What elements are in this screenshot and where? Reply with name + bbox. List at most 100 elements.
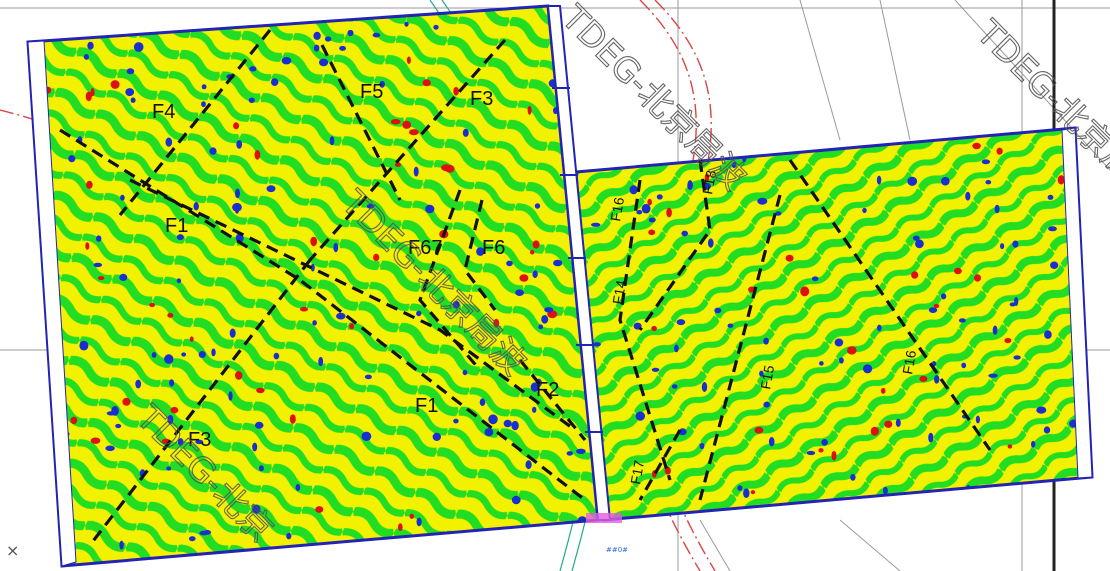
anomaly-dot (806, 450, 816, 456)
anomaly-dot (933, 303, 940, 309)
anomaly-dot (985, 180, 992, 185)
anomaly-dot (453, 86, 459, 96)
fault-label-F16b: F16 (899, 349, 919, 376)
anomaly-dot (701, 382, 708, 392)
anomaly-dot (433, 24, 439, 30)
anomaly-dot (211, 348, 216, 357)
anomaly-dot (90, 437, 101, 444)
anomaly-dot (863, 364, 873, 374)
anomaly-dot (201, 84, 207, 90)
fault-F3-top (308, 38, 507, 262)
anomaly-dot (636, 210, 643, 215)
anomaly-dot (1012, 240, 1019, 248)
anomaly-dot (189, 536, 196, 542)
anomaly-dot (425, 204, 435, 214)
fault-label-F1-lower: F1 (415, 395, 438, 417)
anomaly-dot (493, 318, 500, 328)
anomaly-dot (907, 176, 918, 186)
anomaly-dot (1043, 426, 1051, 434)
anomaly-dot (912, 235, 920, 241)
survey-panel-left (28, 6, 598, 566)
anomaly-dot (511, 495, 521, 505)
anomaly-dot (681, 230, 688, 237)
fault-F1-b (129, 178, 576, 432)
fault-label-F4: F4 (152, 101, 175, 123)
anomaly-dot (478, 551, 484, 559)
anomaly-dot (228, 391, 233, 401)
anomaly-dot (409, 513, 415, 519)
anomaly-dot (336, 312, 346, 320)
anomaly-dot (286, 532, 292, 540)
fault-F2 (518, 358, 587, 442)
anomaly-dot (166, 466, 172, 471)
anomaly-dot (530, 382, 540, 392)
anomaly-dot (111, 406, 119, 416)
anomaly-dot (759, 370, 764, 377)
anomaly-dot (676, 319, 686, 326)
anomaly-dot (119, 540, 124, 550)
anomaly-dot (737, 485, 743, 491)
anomaly-dot (743, 488, 750, 499)
anomaly-dot (656, 194, 663, 200)
anomaly-dot (635, 411, 645, 421)
anomaly-dot (273, 352, 280, 360)
anomaly-dot (934, 375, 940, 384)
fault-label-F17: F17 (627, 459, 647, 486)
anomaly-dot (83, 54, 89, 60)
anomaly-dot (422, 79, 431, 87)
anomaly-dot (877, 324, 882, 332)
anomaly-dot (199, 530, 208, 536)
fault-label-F15: F15 (757, 364, 777, 391)
anomaly-dot (525, 460, 532, 470)
anomaly-dot (576, 448, 586, 454)
anomaly-dot (818, 139, 824, 149)
anomaly-dot (538, 324, 543, 330)
anomaly-dot (750, 490, 756, 495)
anomaly-dot (394, 162, 401, 167)
anomaly-dot (593, 149, 604, 158)
anomaly-dot (125, 88, 135, 97)
fault-label-F2: F2 (536, 379, 559, 401)
anomaly-dot (235, 371, 243, 380)
anomaly-dot (1057, 175, 1065, 185)
anomaly-dot (1000, 243, 1005, 250)
anomaly-dot (1048, 226, 1057, 232)
anomaly-dot (315, 506, 324, 513)
anomaly-dot (254, 421, 264, 429)
anomaly-dot (176, 234, 184, 241)
anomaly-dot (671, 384, 678, 389)
anomaly-dot (248, 97, 255, 104)
anomaly-dot (641, 203, 651, 214)
anomaly-dot (120, 194, 125, 201)
anomaly-dot (97, 276, 105, 281)
anomaly-dot (488, 414, 498, 425)
fault-label-F3-top: F3 (470, 88, 493, 110)
anomaly-dot (895, 418, 901, 427)
anomaly-dot (406, 56, 411, 64)
anomaly-dot (390, 119, 401, 125)
anomaly-dot (1044, 330, 1052, 339)
survey-inner-margin-left (27, 40, 77, 567)
anomaly-dot (1031, 440, 1036, 448)
anomaly-dot (126, 68, 135, 75)
anomaly-dot (329, 136, 335, 146)
anomaly-dot (318, 356, 324, 367)
anomaly-dot (527, 105, 532, 115)
anomaly-dot (511, 420, 519, 431)
anomaly-dot (532, 270, 538, 279)
anomaly-dot (974, 274, 981, 282)
anomaly-dot (361, 431, 372, 441)
anomaly-dot (96, 235, 102, 242)
anomaly-dot (704, 173, 710, 182)
anomaly-dot (193, 202, 199, 211)
anomaly-dot (811, 276, 819, 282)
anomaly-dot (544, 307, 554, 313)
anomaly-dot (85, 91, 92, 102)
survey-inner-margin-right (1061, 127, 1093, 479)
anomaly-dot (534, 203, 541, 209)
anomaly-dot (462, 128, 469, 137)
anomaly-dot (416, 310, 422, 317)
anomaly-dot (347, 29, 354, 37)
anomaly-dot (249, 66, 257, 72)
anomaly-dot (169, 379, 175, 387)
